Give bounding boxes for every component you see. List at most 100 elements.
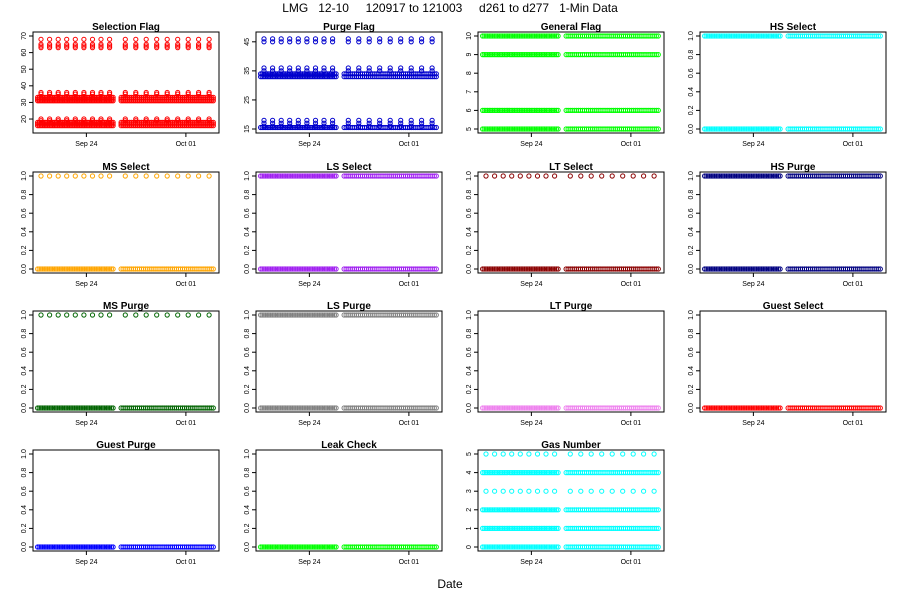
x-tick-label-general-flag: Sep 24: [520, 141, 542, 148]
data-point-hs-select: [750, 126, 756, 132]
data-point-general-flag: [513, 33, 519, 39]
data-point-guest-select: [752, 405, 758, 411]
data-point-gas-number: [485, 525, 491, 532]
data-point-purge-flag: [377, 120, 383, 126]
data-point-guest-select: [728, 405, 735, 411]
data-point-ms-select: [85, 266, 91, 272]
data-point-general-flag: [523, 126, 529, 132]
plot-box-lt-select: [477, 171, 665, 274]
data-point-ls-select: [288, 266, 294, 272]
data-point-selection-flag: [154, 43, 160, 49]
data-point-ls-select: [289, 266, 295, 272]
y-tick-label-selection-flag: 40: [21, 82, 28, 90]
data-point-gas-number: [490, 507, 496, 513]
data-point-gas-number: [526, 488, 532, 494]
data-point-ls-select: [298, 173, 304, 179]
data-point-selection-flag: [175, 89, 181, 96]
data-point-selection-flag: [122, 45, 128, 51]
y-tick-label-selection-flag: 20: [21, 115, 28, 123]
y-tick-label-selection-flag: 60: [21, 49, 28, 57]
data-point-purge-flag: [419, 120, 425, 126]
data-point-purge-flag: [270, 123, 276, 129]
data-point-gas-number: [588, 451, 594, 457]
data-point-gas-number: [518, 470, 524, 476]
data-point-purge-flag: [312, 68, 319, 74]
data-point-hs-purge: [750, 266, 756, 272]
data-point-purge-flag: [274, 71, 280, 77]
data-point-purge-flag: [289, 71, 295, 77]
plot-box-guest-purge: [32, 449, 220, 552]
data-point-hs-select: [774, 33, 780, 39]
data-point-lt-select: [509, 173, 515, 179]
data-point-gas-number: [493, 544, 499, 550]
data-point-guest-purge: [45, 544, 51, 550]
data-point-ms-purge: [81, 405, 88, 411]
data-point-general-flag: [496, 52, 502, 58]
data-point-hs-purge: [723, 173, 730, 179]
data-point-hs-select: [707, 33, 713, 39]
data-point-hs-purge: [702, 266, 708, 272]
data-point-lt-purge: [513, 405, 519, 411]
data-point-ls-purge: [261, 312, 267, 318]
data-point-ms-purge: [98, 312, 104, 318]
data-point-hs-purge: [877, 266, 883, 272]
data-point-general-flag: [547, 52, 553, 58]
data-point-hs-select: [752, 126, 758, 132]
data-point-ls-select: [288, 173, 294, 179]
data-point-general-flag: [493, 52, 499, 58]
y-tick-label-guest-purge: 0.6: [21, 486, 28, 496]
data-point-general-flag: [523, 52, 529, 58]
data-point-ms-purge: [133, 312, 139, 318]
data-point-selection-flag: [143, 91, 149, 97]
data-point-lt-select: [599, 173, 605, 179]
data-point-gas-number: [495, 507, 501, 513]
data-point-selection-flag: [175, 116, 181, 122]
plot-box-hs-select: [699, 31, 887, 134]
data-point-gas-number: [530, 544, 536, 550]
data-point-selection-flag: [68, 119, 74, 126]
data-point-purge-flag: [398, 117, 404, 123]
data-point-general-flag: [500, 33, 506, 39]
data-point-lt-purge: [530, 405, 536, 411]
data-point-ls-purge: [291, 405, 297, 411]
data-point-gas-number: [528, 544, 534, 550]
data-point-gas-number: [500, 488, 506, 494]
data-point-leak-check: [325, 544, 331, 550]
data-point-selection-flag: [89, 41, 96, 47]
data-point-selection-flag: [98, 91, 104, 97]
data-point-hs-purge: [713, 173, 719, 179]
data-point-leak-check: [311, 544, 317, 550]
data-point-hs-purge: [715, 173, 721, 179]
data-point-selection-flag: [122, 118, 128, 124]
data-point-ls-select: [306, 173, 312, 179]
data-point-general-flag: [488, 107, 494, 114]
data-point-gas-number: [503, 525, 509, 532]
data-point-hs-purge: [777, 173, 783, 179]
data-point-hs-select: [775, 126, 782, 132]
data-point-ls-select: [271, 266, 277, 272]
data-point-ls-purge: [326, 312, 332, 318]
data-point-ms-purge: [73, 405, 79, 411]
data-point-gas-number: [552, 507, 558, 513]
data-point-general-flag: [537, 126, 543, 132]
data-point-hs-purge: [772, 173, 778, 179]
data-point-lt-purge: [501, 405, 507, 411]
data-point-purge-flag: [304, 71, 311, 77]
data-point-ls-select: [333, 173, 339, 179]
data-point-gas-number: [548, 507, 555, 513]
data-point-gas-number: [498, 525, 504, 532]
data-point-ls-select: [261, 266, 267, 272]
data-point-ls-purge: [433, 312, 439, 318]
x-tick-label-guest-purge: Sep 24: [75, 559, 97, 566]
data-point-gas-number: [496, 507, 502, 513]
data-point-guest-select: [754, 405, 760, 411]
data-point-general-flag: [528, 33, 534, 39]
data-point-leak-check: [263, 544, 269, 550]
data-point-lt-purge: [495, 405, 501, 411]
data-point-gas-number: [488, 544, 494, 550]
data-point-selection-flag: [107, 94, 113, 101]
data-point-general-flag: [491, 33, 497, 39]
data-point-purge-flag: [310, 124, 316, 131]
data-point-hs-purge: [742, 266, 748, 272]
data-point-ls-purge: [321, 405, 327, 411]
